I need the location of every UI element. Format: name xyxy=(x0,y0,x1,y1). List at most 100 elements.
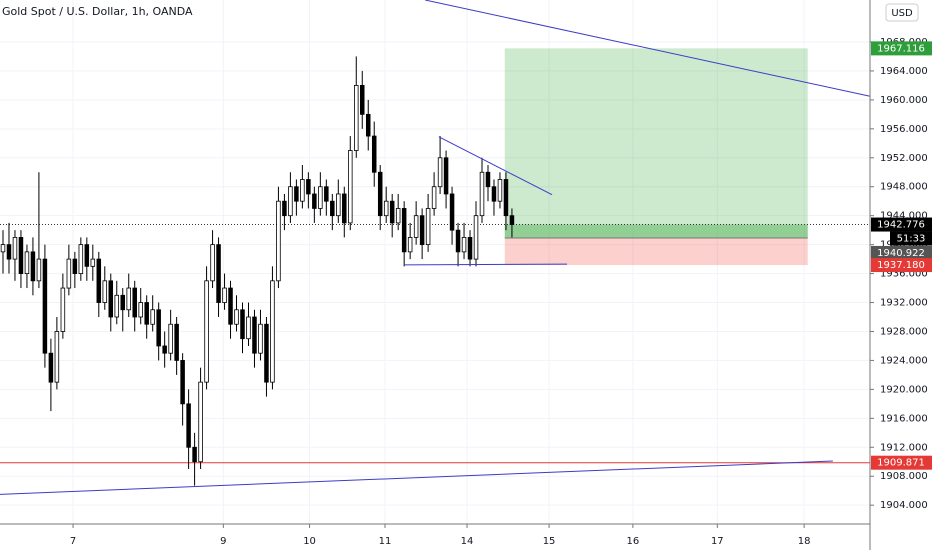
y-tick-label: 1924.000 xyxy=(880,355,928,366)
y-tick-label: 1944.000 xyxy=(880,211,928,222)
stop-badge-label: 1937.180 xyxy=(877,260,925,271)
candle-body xyxy=(497,179,503,202)
candle-body xyxy=(162,345,167,354)
candle-body xyxy=(389,200,395,224)
candle-body xyxy=(24,251,30,274)
candle-body xyxy=(306,179,311,195)
candle-body xyxy=(443,157,449,195)
candle-body xyxy=(342,193,347,224)
axis: 1904.000 1908.000 1912.000 1916.000 1920.000… xyxy=(70,37,932,547)
candle-body xyxy=(246,316,251,340)
candle-body xyxy=(473,215,479,260)
candle-body xyxy=(186,403,191,448)
candle-body xyxy=(365,113,371,137)
x-tick-label: 9 xyxy=(220,536,226,547)
candle-body xyxy=(413,215,419,238)
candle-body xyxy=(264,323,269,383)
horizontal-line-badge-label: 1909.871 xyxy=(877,458,925,469)
candle-body xyxy=(234,309,239,325)
candle-body xyxy=(467,236,473,260)
y-tick-label: 1960.000 xyxy=(880,95,928,106)
candle-body xyxy=(126,287,131,311)
candle-body xyxy=(54,331,60,383)
candle-body xyxy=(419,215,425,246)
y-tick-label: 1908.000 xyxy=(880,471,928,482)
candle-body xyxy=(102,280,108,303)
candle-body xyxy=(150,309,155,325)
candle-body xyxy=(300,179,305,202)
currency-button-label[interactable]: USD xyxy=(891,8,913,19)
x-tick-label: 7 xyxy=(70,536,76,547)
candle-body xyxy=(318,186,323,209)
candle-body xyxy=(120,294,126,311)
candle-body xyxy=(294,186,299,202)
candle-body xyxy=(108,280,114,318)
chart-title: Gold Spot / U.S. Dollar, 1h, OANDA xyxy=(2,5,193,18)
currency-button[interactable] xyxy=(885,3,919,22)
candle-body xyxy=(336,193,341,217)
candle-body xyxy=(0,244,6,253)
candle-body xyxy=(84,244,90,267)
last-price-badge-label: 1942.776 xyxy=(877,220,925,231)
candle-body xyxy=(383,200,389,217)
open-profit-zone xyxy=(504,224,808,238)
x-tick-label: 10 xyxy=(303,536,316,547)
candle-body xyxy=(312,193,317,209)
candle-body xyxy=(395,208,401,224)
entry-badge xyxy=(871,245,932,260)
y-tick-label: 1912.000 xyxy=(880,442,928,453)
last-price-badge xyxy=(871,217,932,232)
candle-body xyxy=(210,244,215,282)
candle-body xyxy=(407,236,413,253)
candle-body xyxy=(78,244,84,274)
candle-body xyxy=(509,215,515,225)
candle-body xyxy=(36,258,42,282)
y-tick-label: 1916.000 xyxy=(880,413,928,424)
y-tick-label: 1936.000 xyxy=(880,269,928,280)
candle-body xyxy=(204,280,209,383)
candle-body xyxy=(431,186,437,209)
candle-body xyxy=(6,244,12,260)
candle-body xyxy=(252,316,257,354)
x-tick-label: 11 xyxy=(379,536,392,547)
candle-body xyxy=(330,200,335,217)
candle-body xyxy=(96,258,102,303)
candle-body xyxy=(270,280,275,383)
trend-line xyxy=(425,0,871,97)
candle-body xyxy=(60,287,66,332)
candle-body xyxy=(371,135,377,173)
y-tick-label: 1932.000 xyxy=(880,298,928,309)
y-tick-label: 1904.000 xyxy=(880,500,928,511)
candle-body xyxy=(144,302,149,325)
candle-body xyxy=(479,171,485,217)
x-tick-label: 17 xyxy=(711,536,724,547)
candle-body xyxy=(12,236,18,260)
y-tick-label: 1928.000 xyxy=(880,326,928,337)
y-tick-label: 1956.000 xyxy=(880,124,928,135)
candle-body xyxy=(258,323,263,354)
x-tick-label: 14 xyxy=(461,536,474,547)
candle-body xyxy=(168,323,173,354)
candle-body xyxy=(461,236,467,253)
y-tick-label: 1964.000 xyxy=(880,66,928,77)
candle-body xyxy=(66,258,72,289)
candle-body xyxy=(198,381,203,463)
candle-body xyxy=(491,186,497,202)
candle-body xyxy=(18,236,24,274)
trend-line xyxy=(404,263,568,266)
candle-body xyxy=(48,352,54,383)
candle-body xyxy=(449,193,455,231)
plot xyxy=(0,0,871,495)
candle-body xyxy=(425,208,431,246)
y-tick-label: 1920.000 xyxy=(880,384,928,395)
y-tick-label: 1952.000 xyxy=(880,153,928,164)
candle-body xyxy=(138,302,143,318)
x-tick-label: 16 xyxy=(627,536,640,547)
candle-body xyxy=(401,208,407,253)
candle-body xyxy=(240,309,245,340)
candle-body xyxy=(180,360,185,405)
candle-body xyxy=(114,294,120,318)
candle-body xyxy=(324,186,329,202)
